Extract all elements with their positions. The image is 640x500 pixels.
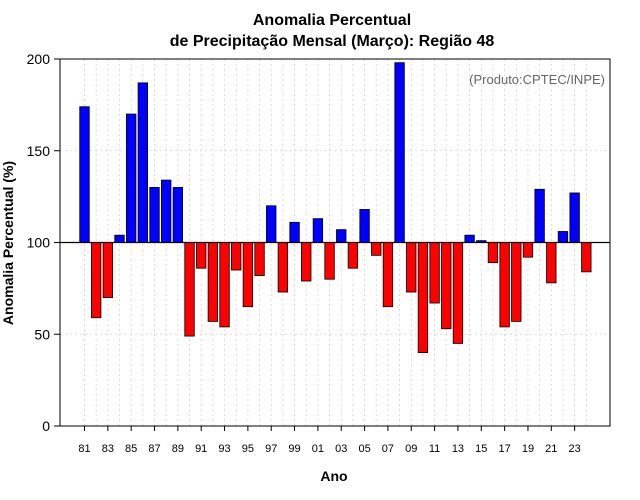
bar-12 (441, 242, 452, 330)
bar-20 (534, 188, 545, 243)
bar-83 (102, 242, 113, 298)
bar-87 (149, 187, 160, 243)
x-tick-label: 09 (405, 443, 417, 455)
bar-03 (336, 229, 347, 243)
x-tick-label: 91 (195, 443, 207, 455)
y-tick-label: 50 (34, 326, 50, 342)
x-tick-label: 15 (475, 443, 487, 455)
y-tick-label: 200 (27, 51, 51, 67)
grid-lines (60, 58, 610, 427)
bar-11 (429, 242, 440, 304)
bar-19 (522, 242, 534, 258)
x-tick-label: 13 (452, 443, 464, 455)
credit-label: (Produto:CPTEC/INPE) (469, 72, 605, 87)
bar-04 (347, 242, 359, 269)
bar-96 (254, 242, 265, 276)
y-tick-label: 150 (27, 143, 51, 159)
bar-84 (114, 234, 125, 243)
x-tick-label: 23 (569, 443, 581, 455)
x-tick-label: 83 (102, 443, 114, 455)
y-tick-label: 0 (42, 418, 50, 434)
y-axis-ticks: 0 50 100 150 200 (27, 51, 60, 434)
x-tick-label: 21 (545, 443, 557, 455)
bar-95 (242, 242, 254, 308)
bar-82 (91, 242, 102, 319)
bar-21 (546, 242, 557, 284)
x-tick-label: 17 (498, 443, 510, 455)
bar-00 (301, 242, 312, 282)
bar-02 (324, 242, 335, 280)
x-tick-label: 93 (218, 443, 230, 455)
x-axis-label: Ano (320, 468, 347, 484)
x-tick-label: 05 (358, 443, 370, 455)
x-tick-label: 97 (265, 443, 277, 455)
chart-title-line2: de Precipitação Mensal (Março): Região 4… (170, 33, 495, 50)
y-tick-label: 100 (27, 235, 51, 251)
x-tick-label: 87 (148, 443, 160, 455)
bar-16 (487, 242, 499, 264)
x-axis-ticks: 81 83 85 87 89 91 93 95 97 99 01 03 05 07 09 11 13 15 17 19… (78, 426, 581, 455)
bar-90 (184, 242, 195, 337)
bar-24 (581, 242, 592, 273)
bar-23 (569, 192, 580, 243)
bars (79, 62, 592, 353)
x-tick-label: 85 (125, 443, 137, 455)
bar-85 (126, 113, 137, 243)
x-tick-label: 95 (242, 443, 254, 455)
bar-05 (359, 209, 370, 243)
bar-91 (196, 242, 207, 269)
bar-86 (137, 82, 149, 243)
bar-88 (161, 179, 172, 243)
bar-92 (207, 242, 219, 322)
bar-98 (277, 242, 289, 293)
bar-08 (394, 62, 405, 243)
bar-93 (219, 242, 230, 328)
bar-94 (231, 242, 242, 271)
bar-97 (266, 205, 277, 243)
x-tick-label: 07 (382, 443, 394, 455)
bar-99 (289, 221, 300, 243)
x-tick-label: 01 (312, 443, 324, 455)
bar-89 (172, 187, 184, 243)
x-tick-label: 19 (522, 443, 534, 455)
bar-01 (312, 218, 324, 243)
chart-title-line1: Anomalia Percentual (253, 12, 411, 29)
x-tick-label: 89 (172, 443, 184, 455)
bar-17 (499, 242, 510, 328)
x-tick-label: 11 (429, 443, 440, 455)
y-axis-label: Anomalia Percentual (%) (0, 161, 16, 325)
x-tick-label: 81 (78, 443, 90, 455)
bar-10 (417, 242, 429, 353)
bar-81 (79, 106, 90, 243)
bar-07 (382, 242, 394, 308)
x-tick-label: 99 (288, 443, 300, 455)
bar-18 (511, 242, 522, 322)
x-tick-label: 03 (335, 443, 347, 455)
bar-14 (464, 234, 475, 243)
bar-06 (371, 242, 382, 256)
bar-22 (557, 231, 569, 243)
bar-09 (406, 242, 417, 293)
bar-13 (452, 242, 464, 344)
